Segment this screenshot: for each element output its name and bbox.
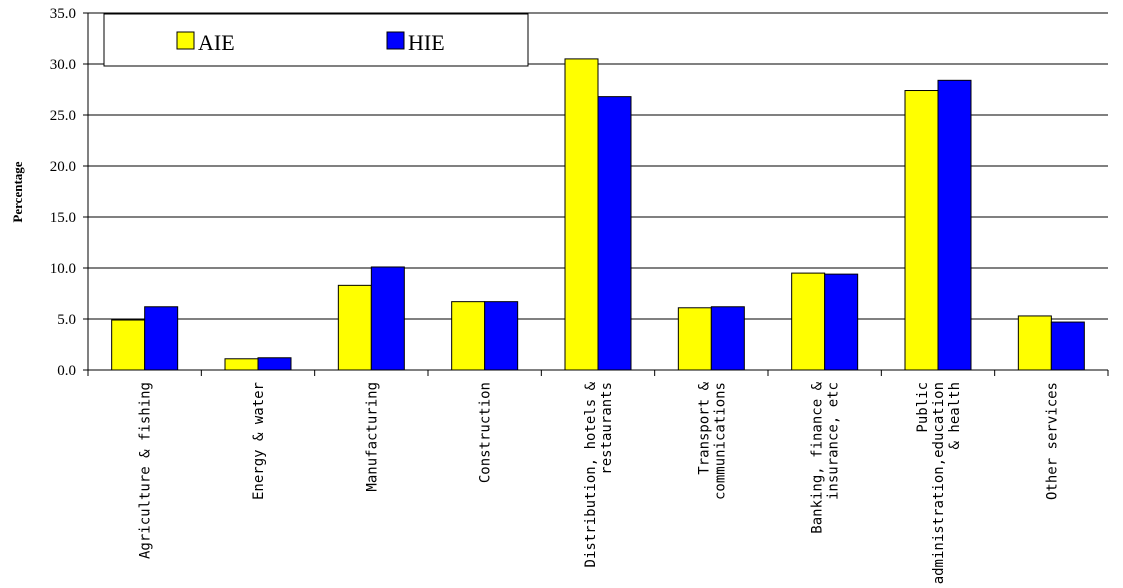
category-label-text: Banking, finance &insurance, etc [810,381,842,533]
bar-aie [904,90,939,371]
y-tick-label: 20.0 [50,159,76,175]
category-label-line: insurance, etc [826,382,842,500]
bar-aie [337,284,372,371]
category-label-line: Transport & [696,381,712,474]
bars [111,58,1085,371]
bar-hie [824,273,859,371]
category-label-line: Public [915,382,931,433]
category-label-line: Distribution, hotels & [583,381,599,567]
y-tick-label: 15.0 [50,210,76,226]
legend-box [103,13,529,67]
category-label-text: Publicadministration,education& health [915,382,963,584]
bar-aie [677,307,712,371]
bar-aie [111,319,146,371]
bar-hie [370,266,405,371]
bar-aie [224,358,259,371]
y-tick-label: 25.0 [50,108,76,124]
category-label: Publicadministration,education& health [915,382,963,584]
category-label-line: restaurants [599,382,615,475]
bar-hie [484,301,519,371]
category-label-line: Agriculture & fishing [138,382,154,559]
y-axis-label: Percentage [10,161,25,222]
category-label-line: & health [947,382,963,449]
y-tick-label: 30.0 [50,57,76,73]
legend-label-aie: AIE [198,30,235,55]
category-label-text: Agriculture & fishing [138,382,154,559]
y-tick-label: 10.0 [50,261,76,277]
category-label-text: Other services [1044,382,1060,500]
category-label-line: communications [712,382,728,500]
bar-aie [791,272,826,371]
category-label-text: Energy & water [251,382,267,500]
category-label-line: Construction [478,382,494,483]
bar-hie [710,306,745,371]
legend: AIE HIE [103,13,529,67]
axes [83,12,1109,376]
category-label-line: Banking, finance & [810,381,826,533]
y-tick-label: 0.0 [57,363,76,379]
y-tick-labels: 0.0 5.0 10.0 15.0 20.0 25.0 30.0 35.0 [50,6,76,379]
bar-aie [451,301,486,371]
category-label-line: Energy & water [251,382,267,500]
category-label: Agriculture & fishing [138,382,154,559]
bar-hie [144,306,179,371]
bar-hie [1050,321,1085,371]
category-labels: Agriculture & fishing Energy & water Manuf… [138,381,1061,584]
category-label: Banking, finance &insurance, etc [810,381,842,533]
legend-label-hie: HIE [408,30,445,55]
category-label-line: Other services [1044,382,1060,500]
y-tick-label: 5.0 [57,312,76,328]
category-label-line: Manufacturing [364,382,380,492]
category-label-text: Transport &communications [696,381,728,500]
category-label: Transport &communications [696,381,728,500]
bar-hie [597,96,632,371]
bar-hie [937,79,972,371]
bar-hie [257,357,292,371]
category-label-line: administration,education [931,382,947,584]
category-label: Manufacturing [364,382,380,492]
legend-swatch-hie [386,31,405,50]
category-label-text: Construction [478,382,494,483]
category-label-text: Distribution, hotels &restaurants [583,381,615,567]
category-label: Energy & water [251,382,267,500]
bar-aie [564,58,599,371]
y-tick-label: 35.0 [50,6,76,22]
category-label-text: Manufacturing [364,382,380,492]
legend-swatch-aie [176,31,195,50]
category-label: Distribution, hotels &restaurants [583,381,615,567]
category-label: Other services [1044,382,1060,500]
category-label: Construction [478,382,494,483]
bar-aie [1017,315,1052,371]
